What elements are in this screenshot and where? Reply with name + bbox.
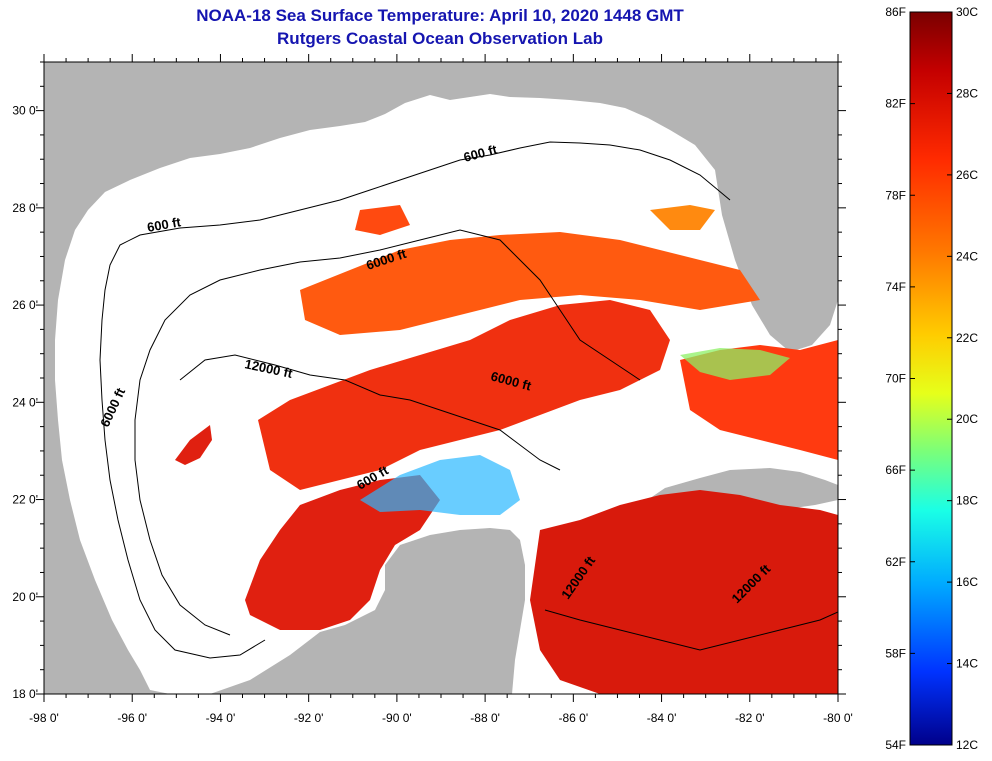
title-line-1: NOAA-18 Sea Surface Temperature: April 1… — [196, 6, 684, 25]
lon-label: -84 0' — [647, 711, 677, 725]
lat-label: 26 0' — [12, 298, 38, 312]
lat-label: 24 0' — [12, 395, 38, 409]
lon-label: -94 0' — [206, 711, 236, 725]
sst-patch-north — [300, 232, 760, 335]
sst-patch-central — [258, 300, 670, 490]
cb-label-c: 26C — [956, 168, 978, 182]
sst-patch-upper — [355, 205, 410, 235]
cb-label-c: 30C — [956, 5, 978, 19]
contour-600ft — [99, 141, 731, 659]
lon-label: -96 0' — [117, 711, 147, 725]
cb-label-f: 78F — [885, 188, 906, 202]
sst-patch-southwest — [245, 475, 440, 630]
lon-label: -82 0' — [735, 711, 765, 725]
contour-12000ft — [179, 354, 561, 471]
lon-label: -90 0' — [382, 711, 412, 725]
lon-label: -92 0' — [294, 711, 324, 725]
sst-patch-cool-band — [360, 455, 520, 515]
land-mexico — [150, 528, 525, 694]
sst-patch-small — [175, 425, 212, 465]
cb-label-c: 14C — [956, 657, 978, 671]
cb-label-c: 28C — [956, 86, 978, 100]
land-north-america — [44, 62, 838, 694]
cb-label-c: 18C — [956, 494, 978, 508]
lat-label: 28 0' — [12, 201, 38, 215]
lat-label: 22 0' — [12, 493, 38, 507]
cb-label-c: 12C — [956, 738, 978, 752]
map-axes: -98 0' -96 0' -94 0' -92 0' -90 0' -88 0' -86 … — [12, 54, 853, 725]
cb-label-f: 58F — [885, 646, 906, 660]
colorbar-ticks: 86F 82F 78F 74F 70F 66F 62F 58F 54F 30C 28C 26C 24C 2… — [885, 5, 978, 752]
lat-label: 30 0' — [12, 104, 38, 118]
sst-patch-northeast — [650, 205, 715, 230]
cb-label-c: 20C — [956, 412, 978, 426]
sst-patch-caribbean — [530, 490, 838, 694]
contour-label: 600 ft — [146, 214, 183, 235]
lon-label: -80 0' — [823, 711, 853, 725]
cb-label-f: 86F — [885, 5, 906, 19]
cb-label-f: 54F — [885, 738, 906, 752]
cb-label-c: 22C — [956, 331, 978, 345]
cb-label-c: 24C — [956, 249, 978, 263]
colorbar — [909, 11, 953, 746]
title-line-2: Rutgers Coastal Ocean Observation Lab — [277, 29, 603, 48]
cb-label-c: 16C — [956, 575, 978, 589]
lon-label: -98 0' — [29, 711, 59, 725]
contour-6000ft — [134, 229, 641, 636]
sst-patch-green — [680, 348, 790, 380]
lat-label: 18 0' — [12, 687, 38, 701]
cb-label-f: 66F — [885, 463, 906, 477]
lat-label: 20 0' — [12, 590, 38, 604]
cb-label-f: 70F — [885, 372, 906, 386]
cb-label-f: 74F — [885, 280, 906, 294]
lon-label: -88 0' — [470, 711, 500, 725]
contour-caribbean — [544, 609, 838, 651]
cb-label-f: 82F — [885, 97, 906, 111]
lon-label: -86 0' — [559, 711, 589, 725]
cb-label-f: 62F — [885, 555, 906, 569]
